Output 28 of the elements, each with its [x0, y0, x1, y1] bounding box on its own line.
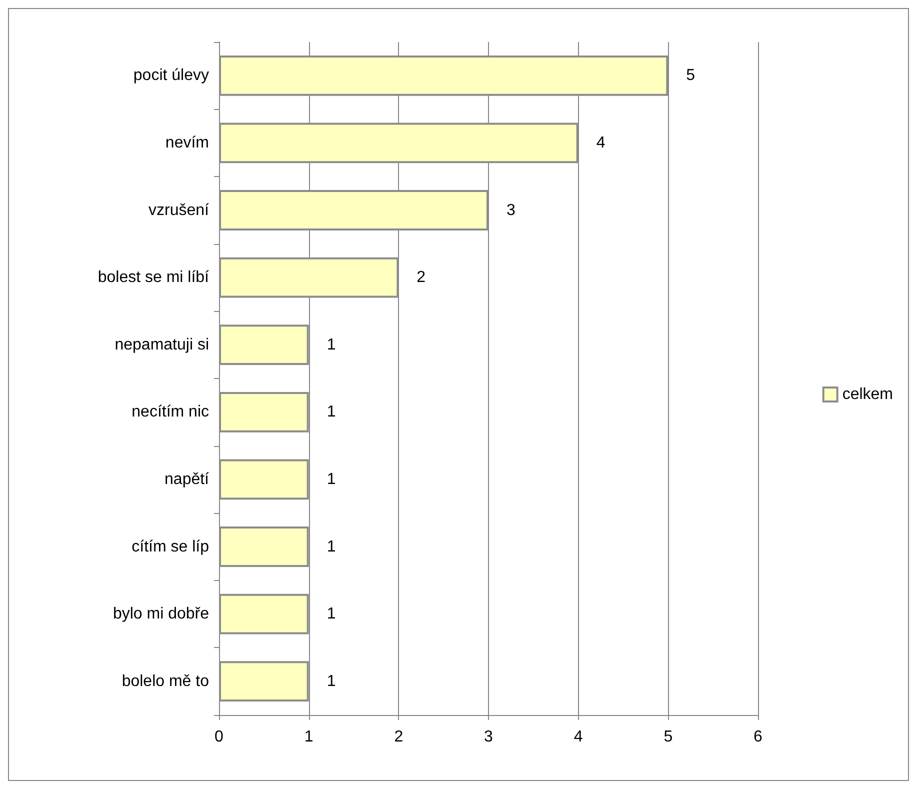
- y-tick-label: nepamatuji si: [114, 336, 209, 354]
- y-tick-label: bylo mi dobře: [112, 606, 210, 623]
- data-label: 1: [326, 404, 336, 421]
- y-tick-label: necítím nic: [132, 404, 209, 421]
- data-label: 2: [416, 269, 426, 286]
- x-tick-label: 4: [574, 728, 583, 746]
- data-label: 1: [326, 672, 336, 690]
- y-tick-label: bolelo mě to: [122, 672, 210, 690]
- data-label: 5: [686, 67, 696, 84]
- x-tick-label: 5: [664, 728, 673, 746]
- y-tick-label: cítím se líp: [132, 538, 210, 556]
- data-label: 3: [506, 202, 516, 219]
- data-label: 4: [596, 134, 606, 152]
- y-tick-label: pocit úlevy: [133, 67, 209, 84]
- x-tick-label: 0: [214, 728, 224, 746]
- x-tick-label: 6: [754, 728, 763, 746]
- data-label: 1: [326, 538, 336, 556]
- y-tick-label: nevím: [165, 134, 209, 152]
- x-tick-label: 1: [304, 728, 314, 746]
- x-tick-label: 2: [394, 728, 404, 746]
- y-tick-label: bolest se mi líbí: [98, 269, 210, 286]
- data-label: 1: [326, 470, 336, 488]
- x-tick-label: 3: [484, 728, 494, 746]
- y-tick-label: vzrušení: [148, 202, 210, 219]
- data-label: 1: [326, 336, 336, 354]
- y-tick-label: napětí: [164, 470, 210, 488]
- legend-label: celkem: [842, 386, 894, 403]
- data-label: 1: [326, 606, 336, 623]
